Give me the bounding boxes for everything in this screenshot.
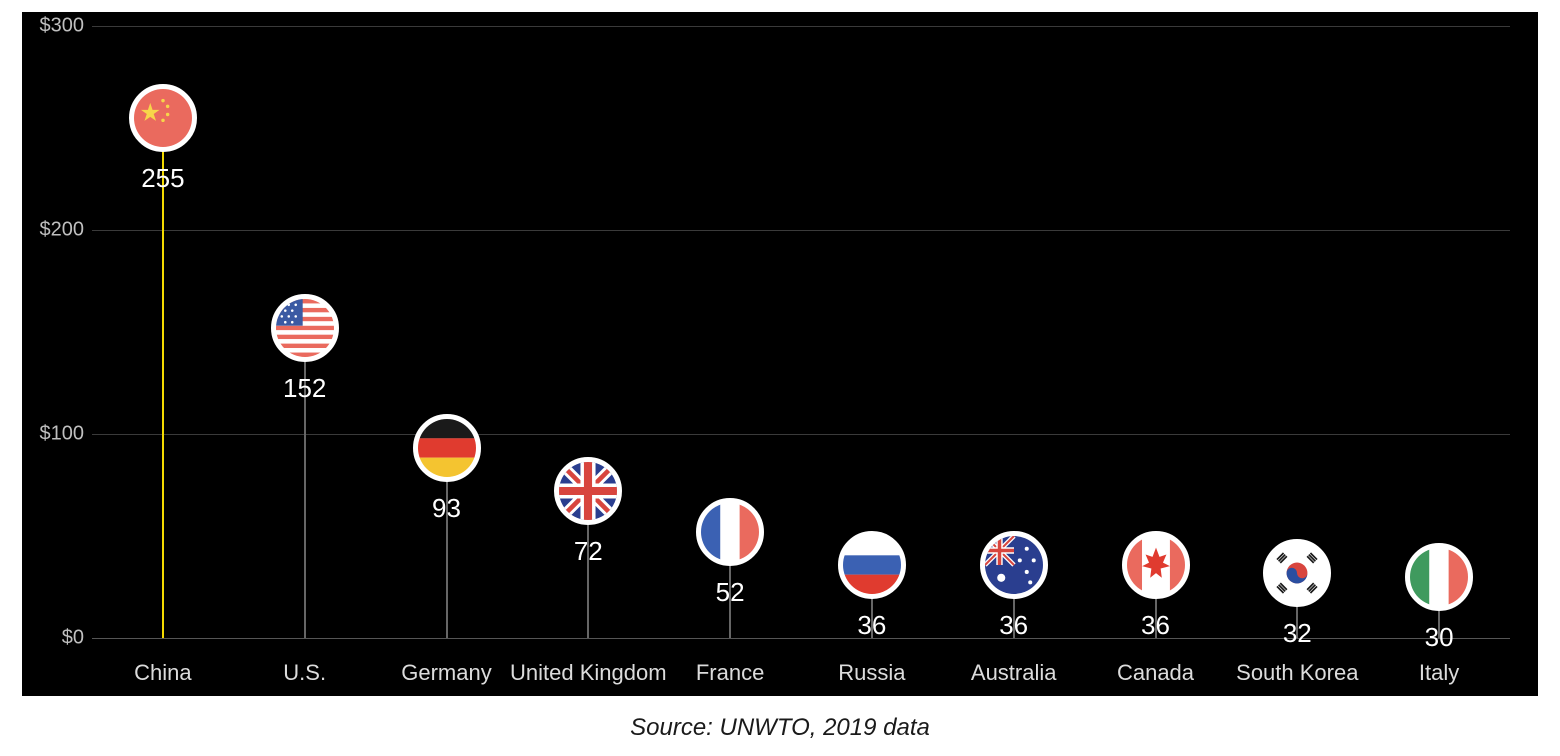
value-label: 36	[1141, 610, 1170, 641]
gridline	[92, 26, 1510, 27]
x-axis-label: Germany	[401, 660, 491, 686]
flag-icon	[1405, 543, 1473, 611]
value-label: 255	[141, 163, 184, 194]
x-axis-label: China	[134, 660, 191, 686]
gridline	[92, 230, 1510, 231]
y-tick-label: $200	[28, 219, 84, 242]
flag-icon	[413, 414, 481, 482]
flag-icon	[1122, 531, 1190, 599]
value-label: 32	[1283, 618, 1312, 649]
value-label: 36	[999, 610, 1028, 641]
y-tick-label: $300	[28, 15, 84, 38]
value-label: 30	[1425, 622, 1454, 653]
flag-icon	[1263, 539, 1331, 607]
x-axis-label: South Korea	[1236, 660, 1358, 686]
source-caption: Source: UNWTO, 2019 data	[0, 714, 1560, 742]
value-label: 36	[857, 610, 886, 641]
flag-icon	[129, 84, 197, 152]
flag-icon	[980, 531, 1048, 599]
flag-icon	[838, 531, 906, 599]
lollipop-stick	[162, 118, 164, 638]
value-label: 152	[283, 373, 326, 404]
chart-panel: 255 152 93 72 52 36	[22, 12, 1538, 696]
flag-icon	[271, 294, 339, 362]
x-axis-label: Russia	[838, 660, 905, 686]
flag-icon	[554, 457, 622, 525]
value-label: 52	[716, 577, 745, 608]
x-axis-label: United Kingdom	[510, 660, 667, 686]
x-axis-label: France	[696, 660, 764, 686]
x-axis-label: Italy	[1419, 660, 1459, 686]
y-tick-label: $100	[28, 423, 84, 446]
x-axis-label: Canada	[1117, 660, 1194, 686]
x-axis-label: Australia	[971, 660, 1057, 686]
value-label: 72	[574, 536, 603, 567]
x-axis-label: U.S.	[283, 660, 326, 686]
y-tick-label: $0	[28, 627, 84, 650]
value-label: 93	[432, 493, 461, 524]
flag-icon	[696, 498, 764, 566]
plot-area: 255 152 93 72 52 36	[92, 26, 1510, 638]
